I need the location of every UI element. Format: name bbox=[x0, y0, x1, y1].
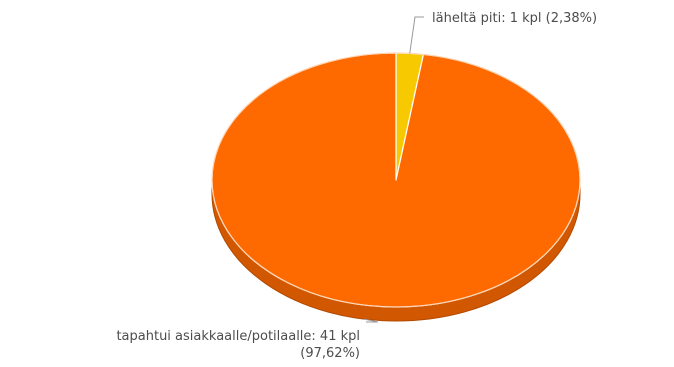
slice-label-2: tapahtui asiakkaalle/potilaalle: 41 kpl (… bbox=[116, 329, 360, 361]
pie-slice-2 bbox=[211, 52, 581, 308]
pie-labels: läheltä piti: 1 kpl (2,38%) tapahtui asia… bbox=[116, 11, 597, 361]
pie-top bbox=[211, 52, 581, 308]
leader-line-2 bbox=[363, 318, 379, 323]
slice-label-2-line-1: tapahtui asiakkaalle/potilaalle: 41 kpl bbox=[116, 329, 360, 344]
slice-label-1-line-1: läheltä piti: 1 kpl (2,38%) bbox=[432, 11, 597, 26]
slice-label-2-line-2: (97,62%) bbox=[300, 346, 360, 361]
pie-rim bbox=[211, 52, 581, 308]
leader-line-1 bbox=[409, 16, 424, 54]
slice-label-1: läheltä piti: 1 kpl (2,38%) bbox=[432, 11, 597, 26]
